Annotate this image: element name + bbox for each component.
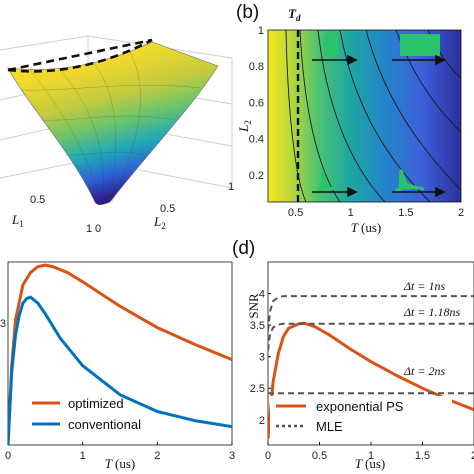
panel-d-legend: exponential PS MLE xyxy=(270,396,452,434)
panel-c-x-tick: 1 xyxy=(80,450,86,462)
panel-d-x-tick: 0.5 xyxy=(312,450,327,462)
heatmap xyxy=(268,30,461,202)
panel-d-x-tick: 1 xyxy=(368,450,374,462)
panel-d-y-tick: 4 xyxy=(259,289,265,301)
panel-d-y-tick: 2 xyxy=(259,415,265,427)
panel-b: (b) Td 0.5 1 1.5 20.20.40.60.81 L2 T xyxy=(236,2,464,235)
legend-optimized: optimized xyxy=(68,396,124,411)
panel-c-legend: optimized conventional xyxy=(32,396,141,432)
panel-a-y-tick: 1 xyxy=(228,181,234,193)
panel-b-y-tick: 0.8 xyxy=(249,61,264,73)
panel-c-x-tick: 0 xyxy=(5,450,11,462)
panel-b-x-tick: 2 xyxy=(458,207,464,219)
panel-d-y-tick: 2.5 xyxy=(250,383,265,395)
panel-a-y-tick: 0 xyxy=(95,223,101,235)
panel-b-x-tick: 0.5 xyxy=(288,207,303,219)
panel-d-x-tick: 2 xyxy=(471,450,474,462)
panel-d-xlabel: T (us) xyxy=(355,456,385,471)
annotation-dt-1-18ns: Δt = 1.18ns xyxy=(403,305,460,319)
legend-mle: MLE xyxy=(316,419,343,434)
panel-b-y-tick: 0.2 xyxy=(249,170,264,182)
panel-c-xlabel: T (us) xyxy=(105,456,135,471)
panel-d-series xyxy=(268,295,474,439)
annotation-dt-1ns: Δt = 1ns xyxy=(403,279,445,293)
annotation-dt-2ns: Δt = 2ns xyxy=(403,364,445,378)
panel-c-x-tick: 2 xyxy=(154,450,160,462)
panel-b-ticks: 0.5 1 1.5 2 0.2 0.4 0.6 0.8 1 xyxy=(249,25,464,219)
panel-d: (d) 0 0.5 1 1.5 2 2 2.5 3 3.5 4 Δt = 1ns Δt = 1.1… xyxy=(232,238,474,471)
panel-d-ylabel: SNR xyxy=(246,293,261,319)
panel-c-ticks: 0 1 2 3 3 xyxy=(0,318,235,462)
surface-plot xyxy=(7,41,219,206)
panel-b-y-tick: 0.6 xyxy=(249,97,264,109)
panel-a-axis-ticks: 0.5 1 0 0.5 1 xyxy=(30,181,234,235)
series-line-exponential-ps xyxy=(268,321,474,439)
series-line-conventional xyxy=(8,295,232,445)
legend-conventional: conventional xyxy=(68,417,141,432)
optimal-ridge-dashed-line xyxy=(7,38,153,72)
panel-c-y-tick: 3 xyxy=(0,318,6,330)
panel-d-x-tick: 0 xyxy=(265,450,271,462)
mle-dashed-line-2 xyxy=(268,322,474,351)
panel-b-ylabel: L2 xyxy=(236,120,253,133)
panel-a: 0.5 1 0 0.5 1 L1 L2 xyxy=(0,35,234,235)
legend-exponential-ps: exponential PS xyxy=(316,399,404,414)
panel-c-x-tick: 3 xyxy=(229,450,235,462)
panel-a-x-tick: 1 xyxy=(86,223,92,235)
panel-b-y-tick: 0.4 xyxy=(249,134,264,146)
panel-d-x-tick: 1.5 xyxy=(415,450,430,462)
pulse-insets xyxy=(318,34,440,192)
panel-a-x-tick: 0.5 xyxy=(30,194,45,206)
panel-d-y-tick: 3 xyxy=(259,352,265,364)
panel-d-y-tick: 3.5 xyxy=(250,320,265,332)
panel-d-ticks: 0 0.5 1 1.5 2 2 2.5 3 3.5 4 xyxy=(250,289,474,462)
panel-b-xlabel: T (us) xyxy=(351,220,381,235)
panel-b-x-tick: 1 xyxy=(348,207,354,219)
panel-c: 0 1 2 3 3 optimized conventional T (us) xyxy=(0,261,235,471)
panel-b-y-tick: 1 xyxy=(258,25,264,37)
Td-label: Td xyxy=(288,6,301,23)
series-line-optimized xyxy=(8,263,232,445)
panel-b-label: (b) xyxy=(236,2,259,23)
panel-b-x-tick: 1.5 xyxy=(398,207,413,219)
arrows xyxy=(312,54,446,198)
panel-a-xlabel: L1 xyxy=(11,212,24,229)
panel-d-label: (d) xyxy=(232,238,255,259)
panel-a-y-tick: 0.5 xyxy=(160,203,175,215)
panel-a-ylabel: L2 xyxy=(153,214,166,231)
panel-c-series xyxy=(8,263,232,445)
